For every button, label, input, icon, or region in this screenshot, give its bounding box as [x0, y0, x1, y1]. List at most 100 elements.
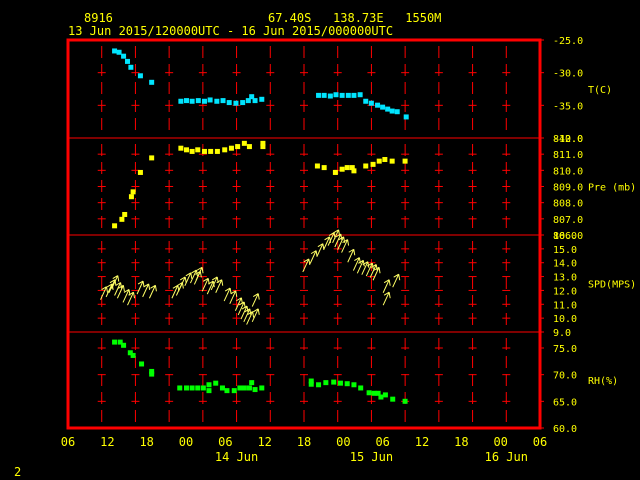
wind-arrow [111, 275, 120, 289]
data-point [195, 147, 201, 153]
wind-arrow [114, 282, 123, 296]
grid-panel-2 [97, 144, 511, 229]
data-point [314, 163, 320, 169]
data-point [233, 100, 239, 106]
data-point [149, 368, 155, 374]
station-location: 67.40S 138.73E 1550M [268, 11, 442, 25]
y-tick-label: 810.0 [553, 166, 583, 177]
x-tick-label: 18 [297, 435, 311, 449]
data-point [137, 73, 143, 79]
y-tick-label: 811.0 [553, 150, 583, 161]
y-tick-label: 75.0 [553, 344, 577, 355]
data-point [201, 148, 207, 154]
data-point [344, 165, 350, 171]
data-point [139, 361, 145, 367]
data-point [246, 144, 252, 150]
data-point [220, 98, 226, 104]
data-point [358, 385, 364, 391]
data-point [331, 379, 337, 385]
wind-arrow [148, 284, 157, 299]
y-tick-label: -30.0 [553, 69, 583, 80]
x-tick-label: 00 [179, 435, 193, 449]
data-point [237, 385, 243, 391]
wind-arrow [142, 283, 151, 298]
x-tick-label: 18 [139, 435, 153, 449]
data-point [214, 98, 220, 104]
data-point [333, 92, 339, 98]
data-point [121, 53, 127, 59]
wind-arrow [206, 280, 215, 295]
data-point [246, 385, 252, 391]
data-point [260, 140, 266, 146]
data-point [214, 148, 220, 154]
data-point [125, 58, 130, 64]
data-point [375, 102, 381, 108]
wind-arrow [341, 239, 350, 253]
data-point [127, 350, 133, 356]
data-point [249, 94, 255, 100]
data-point [235, 144, 241, 150]
data-point [206, 382, 212, 388]
data-point [189, 148, 195, 154]
wind-arrow [246, 311, 255, 325]
wind-arrow [229, 290, 238, 305]
data-point [112, 48, 118, 54]
y-tick-label: 807.0 [553, 215, 583, 226]
data-point [116, 49, 122, 55]
series-panel-1 [112, 48, 409, 120]
wind-arrow [122, 289, 131, 303]
wind-arrow [251, 293, 260, 307]
data-point [121, 342, 127, 348]
data-point [345, 92, 351, 98]
data-point [402, 158, 408, 164]
wind-arrow [243, 308, 252, 323]
data-point [240, 100, 246, 106]
data-point [368, 100, 374, 106]
series-panel-4 [112, 339, 408, 404]
wind-arrow [316, 243, 325, 257]
panel-label: RH(%) [588, 376, 618, 387]
data-point [370, 161, 376, 167]
data-point [371, 390, 377, 396]
data-point [252, 98, 258, 104]
data-point [195, 98, 201, 104]
panel-label: T(C) [588, 85, 612, 96]
wind-arrow [240, 305, 249, 320]
panel-label: SPD(MPS) [588, 280, 636, 291]
x-tick-label: 12 [257, 435, 271, 449]
data-point [259, 96, 265, 102]
data-point [351, 168, 357, 174]
data-point [178, 98, 184, 104]
x-tick-label: 06 [218, 435, 232, 449]
data-point [403, 114, 409, 120]
wind-arrow [116, 284, 125, 299]
wind-arrow [334, 233, 343, 248]
wind-arrow [251, 308, 260, 323]
y-tick-label: 12.0 [553, 286, 577, 297]
y-tick-label: 809.0 [553, 183, 583, 194]
wind-arrow [369, 264, 378, 278]
wind-arrow [178, 276, 187, 291]
y-tick-label: 60.0 [553, 424, 577, 435]
wind-arrow [382, 291, 391, 306]
grid-panel-1 [97, 46, 511, 132]
data-point [351, 382, 357, 388]
data-point [327, 93, 333, 99]
data-point [130, 352, 136, 358]
wind-arrow [392, 273, 401, 288]
data-point [189, 385, 195, 391]
data-point [323, 380, 329, 386]
data-point [241, 385, 247, 391]
data-point [349, 165, 355, 171]
y-tick-label: 70.0 [553, 371, 577, 382]
y-tick-label: 808.0 [553, 199, 583, 210]
data-point [337, 380, 343, 386]
x-tick-label: 12 [100, 435, 114, 449]
data-point [375, 390, 381, 396]
data-point [260, 144, 266, 150]
data-point [344, 381, 350, 387]
y-tick-label: 16.0 [553, 231, 577, 242]
data-point [208, 148, 214, 154]
wind-arrow [347, 248, 356, 263]
